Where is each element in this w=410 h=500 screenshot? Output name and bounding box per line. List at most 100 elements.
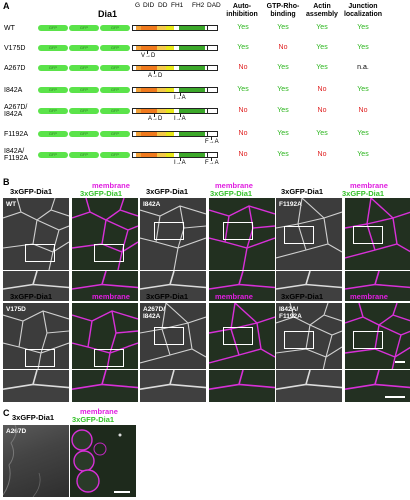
b-hdr-merge-gfp-3: 3xGFP-Dia1 bbox=[342, 189, 385, 198]
domain-fh1-4 bbox=[166, 109, 174, 113]
value-4-0: No bbox=[238, 107, 248, 114]
b-hdr-membrane-2: membrane bbox=[215, 181, 253, 190]
domain-g-1 bbox=[136, 46, 141, 50]
panel-b-label: B bbox=[3, 177, 10, 187]
value-5-1: Yes bbox=[277, 130, 289, 137]
cell-outlines-1-2-0 bbox=[276, 303, 342, 369]
domain-g-2 bbox=[136, 66, 141, 70]
b-hdr-merge-gfp-1: 3xGFP-Dia1 bbox=[80, 189, 123, 198]
domain-fh1-6 bbox=[166, 153, 174, 157]
gfp-tag-3-0: GFP bbox=[38, 87, 68, 93]
domain-fh2-3 bbox=[179, 88, 205, 92]
mutation-tick-1-0 bbox=[147, 51, 148, 54]
gfp-tag-4-0: GFP bbox=[38, 108, 68, 114]
domain-g-5 bbox=[136, 132, 141, 136]
zoom-region-box bbox=[25, 244, 55, 262]
domain-dad-4 bbox=[207, 109, 213, 113]
value-3-0: Yes bbox=[237, 86, 249, 93]
panel-c-label: C bbox=[3, 408, 10, 418]
gfp-zoom-1-2 bbox=[276, 370, 342, 402]
c-merge-cells bbox=[71, 429, 122, 493]
zoom-region-box bbox=[223, 222, 253, 240]
merge-image-1-2 bbox=[345, 303, 410, 369]
value-5-2: Yes bbox=[316, 130, 328, 137]
merge-zoom-0-2 bbox=[345, 271, 410, 301]
c-hdr-membrane: membrane bbox=[80, 407, 118, 416]
construct-bar-5 bbox=[132, 131, 218, 137]
zoom-region-box bbox=[284, 331, 314, 349]
mutation-label-6-0: I→A bbox=[174, 160, 186, 166]
sample-label-1-0: V175D bbox=[6, 306, 26, 313]
construct-bar-2 bbox=[132, 65, 218, 71]
gfp-tag-3-2: GFP bbox=[100, 87, 130, 93]
value-0-3: Yes bbox=[357, 24, 369, 31]
gfp-tag-6-1: GFP bbox=[69, 152, 99, 158]
domain-fh1-5 bbox=[166, 132, 174, 136]
merge-zoom-1-2 bbox=[345, 370, 410, 402]
value-4-1: Yes bbox=[277, 107, 289, 114]
domain-did-3 bbox=[141, 88, 157, 92]
construct-bar-1 bbox=[132, 45, 218, 51]
zoom-outlines-0-0-0 bbox=[3, 271, 69, 290]
value-4-3: No bbox=[358, 107, 368, 114]
domain-g-0 bbox=[136, 26, 141, 30]
merge-zoom-1-0 bbox=[72, 370, 138, 402]
domain-did-0 bbox=[141, 26, 157, 30]
gfp-zoom-1-0 bbox=[3, 370, 69, 402]
value-2-0: No bbox=[238, 64, 248, 71]
sample-label-0-1: I842A bbox=[143, 201, 161, 208]
mutation-label-4-1: I→A bbox=[174, 116, 186, 122]
zoom-region-box bbox=[223, 327, 253, 345]
domain-fh1-1 bbox=[166, 46, 174, 50]
domain-dd-6 bbox=[157, 153, 166, 157]
domain-dd-1 bbox=[157, 46, 166, 50]
domain-did-4 bbox=[141, 109, 157, 113]
domain-fh2-4 bbox=[179, 109, 205, 113]
col-header-autoinhibition: Auto-inhibition bbox=[226, 3, 258, 18]
cell-outlines-1-2-1 bbox=[345, 303, 410, 369]
domain-fh2-0 bbox=[179, 26, 205, 30]
b2-hdr-gfp-1: 3xGFP-Dia1 bbox=[10, 292, 53, 301]
domain-fh2-6 bbox=[179, 153, 205, 157]
gfp-tag-5-2: GFP bbox=[100, 131, 130, 137]
domain-fh1-3 bbox=[166, 88, 174, 92]
gfp-tag-4-2: GFP bbox=[100, 108, 130, 114]
zoom-outlines-1-0-1 bbox=[72, 370, 138, 390]
row-name-6: I842A/ F1192A bbox=[4, 148, 28, 162]
mutation-tick-2-0 bbox=[154, 71, 155, 74]
col-header-rho-binding: GTP-Rho-binding bbox=[266, 3, 300, 18]
col-header-junction-localization: Junction localization bbox=[343, 3, 383, 18]
domain-dd-3 bbox=[157, 88, 166, 92]
b2-hdr-membrane-1: membrane bbox=[92, 292, 130, 301]
zoom-region-box bbox=[94, 349, 124, 367]
mutation-label-4-0: A→D bbox=[148, 116, 163, 122]
gfp-tag-0-2: GFP bbox=[100, 25, 130, 31]
zoom-outlines-0-2-1 bbox=[345, 271, 410, 290]
sample-label-0-0: WT bbox=[6, 201, 17, 208]
b-hdr-membrane-3: membrane bbox=[350, 181, 388, 190]
domain-dd-2 bbox=[157, 66, 166, 70]
value-4-2: No bbox=[317, 107, 327, 114]
row-name-1: V175D bbox=[4, 45, 26, 52]
mutation-tick-4-0 bbox=[154, 114, 155, 117]
gfp-tag-2-1: GFP bbox=[69, 65, 99, 71]
b-hdr-gfp-1: 3xGFP-Dia1 bbox=[10, 187, 53, 196]
cell-outlines-0-1-0 bbox=[140, 205, 206, 270]
domain-label-dd: DD bbox=[158, 2, 168, 9]
gfp-tag-6-2: GFP bbox=[100, 152, 130, 158]
mutation-label-6-1: F→A bbox=[205, 160, 219, 166]
value-2-2: Yes bbox=[316, 64, 328, 71]
gfp-tag-1-1: GFP bbox=[69, 45, 99, 51]
domain-g-6 bbox=[136, 153, 141, 157]
domain-did-6 bbox=[141, 153, 157, 157]
domain-label-dad: DAD bbox=[207, 2, 221, 9]
c-gfp-texture bbox=[3, 425, 41, 497]
c-gfp-image: A267D bbox=[3, 425, 69, 497]
cell-outlines-0-2-1 bbox=[345, 198, 410, 259]
value-0-1: Yes bbox=[277, 24, 289, 31]
mutation-tick-6-1 bbox=[211, 158, 212, 161]
merge-image-0-2 bbox=[345, 198, 410, 270]
gfp-tag-2-2: GFP bbox=[100, 65, 130, 71]
value-5-0: No bbox=[238, 130, 248, 137]
b-hdr-merge-gfp-2: 3xGFP-Dia1 bbox=[210, 189, 253, 198]
